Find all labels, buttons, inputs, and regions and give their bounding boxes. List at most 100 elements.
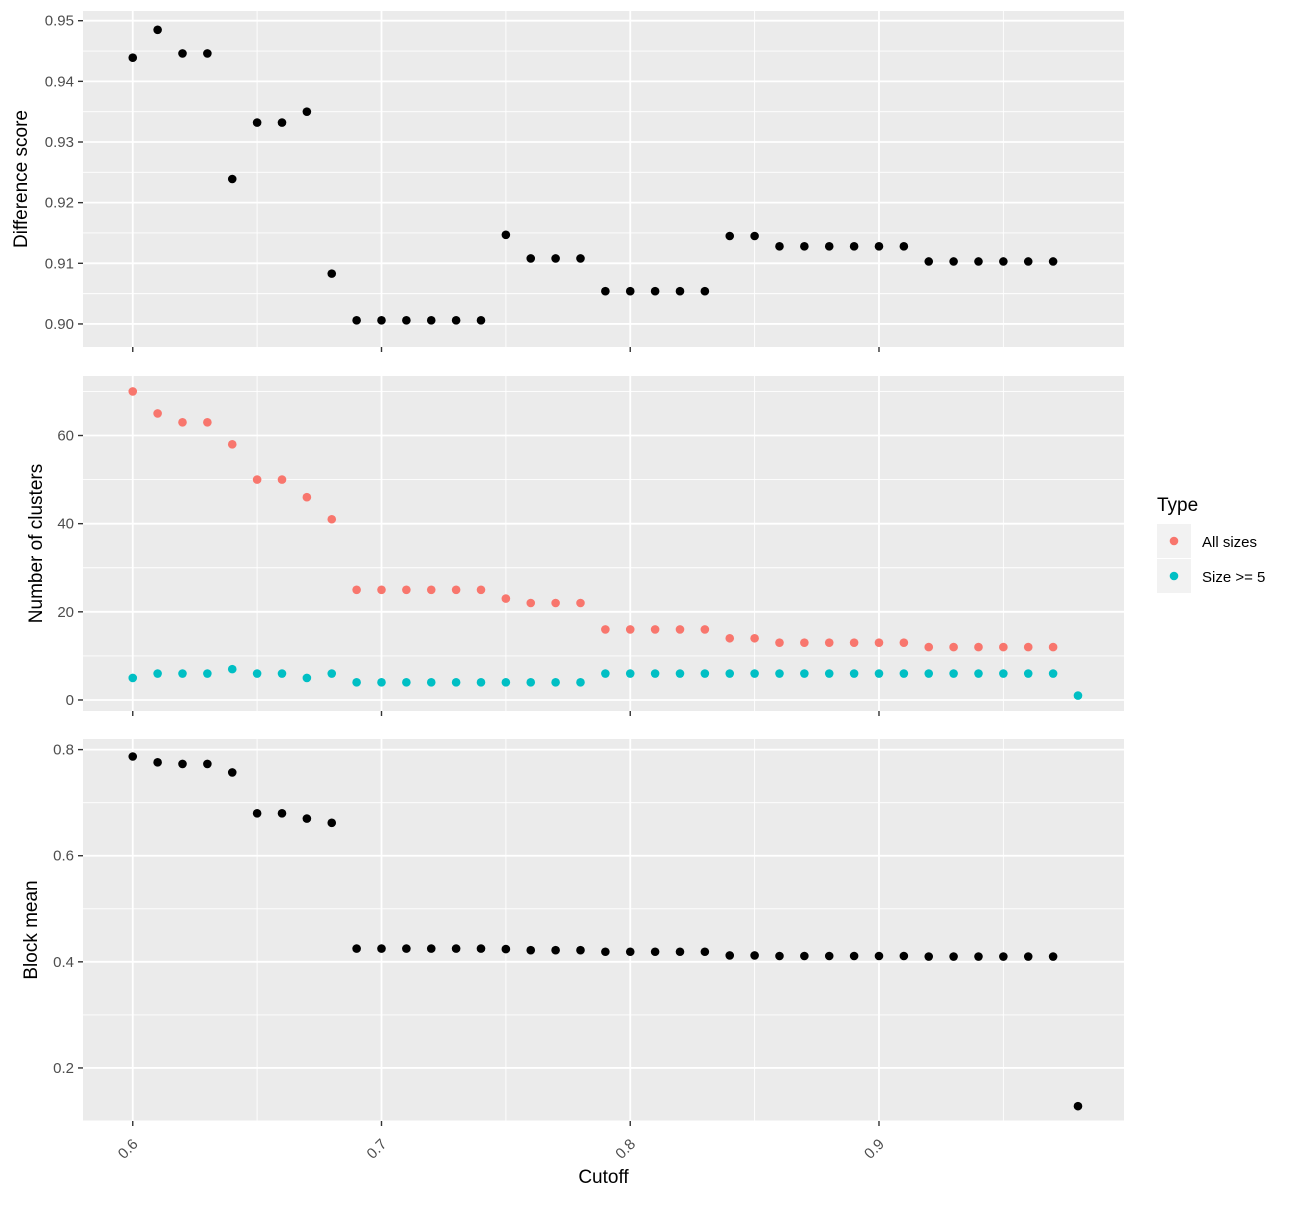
data-point (352, 316, 361, 325)
data-point (974, 952, 983, 961)
data-point (874, 669, 884, 678)
data-point (1073, 691, 1083, 700)
data-point (1073, 1101, 1083, 1111)
panel-3: 0.2 0.4 0.6 0.8 0.6 0.7 0.8 0.9 Block mean Cutoff (21, 739, 1124, 1188)
y-axis-title: Difference score (11, 110, 32, 248)
x-tick-label: 0.6 (115, 1136, 142, 1163)
y-tick-label: 20 (57, 604, 74, 621)
data-point (576, 254, 585, 263)
data-point (402, 585, 411, 595)
data-point (849, 669, 859, 678)
y-tick-label: 0.94 (45, 73, 74, 90)
data-point (601, 947, 610, 957)
data-point (999, 952, 1008, 961)
panel-2: 0 20 40 60 Number of clusters Type All sizes Si… (26, 376, 1265, 716)
data-point (1048, 257, 1058, 266)
data-point (352, 678, 361, 687)
data-point (302, 492, 312, 502)
y-axis-title: Block mean (21, 880, 42, 979)
data-point (203, 669, 212, 678)
data-point (824, 951, 834, 961)
data-point (874, 242, 884, 251)
data-point (750, 633, 759, 643)
series-size-5 (128, 664, 1083, 700)
data-point (153, 758, 162, 767)
data-point (1048, 642, 1058, 652)
y-tick-label: 0.2 (53, 1060, 74, 1077)
data-point (576, 678, 585, 687)
data-point (526, 598, 536, 608)
data-point (277, 669, 287, 678)
data-point (252, 475, 262, 484)
y-tick-label: 0.90 (45, 316, 74, 333)
data-point (576, 598, 585, 608)
data-point (426, 678, 436, 687)
data-point (849, 242, 859, 251)
data-point (277, 475, 287, 484)
data-point (899, 638, 909, 647)
data-point (999, 642, 1008, 652)
data-point (999, 257, 1008, 266)
legend-label: Size >= 5 (1202, 569, 1265, 586)
data-point (302, 107, 312, 116)
x-tick-label: 0.7 (364, 1136, 391, 1163)
data-point (601, 286, 610, 296)
data-point (501, 594, 511, 603)
data-point (824, 242, 834, 251)
data-point (899, 951, 909, 961)
y-tick-label: 40 (57, 516, 74, 533)
data-point (750, 231, 759, 241)
data-point (451, 316, 461, 325)
y-tick-label: 0.6 (53, 848, 74, 865)
data-point (899, 669, 909, 678)
data-point (476, 678, 486, 687)
data-point (601, 669, 610, 678)
legend: Type All sizes Size >= 5 (1157, 495, 1265, 593)
data-point (775, 951, 784, 961)
data-point (775, 669, 784, 678)
y-tick-label: 0.92 (45, 195, 74, 212)
data-point (402, 316, 411, 325)
data-point (999, 669, 1008, 678)
legend-key (1169, 571, 1179, 581)
data-point (700, 669, 710, 678)
data-point (128, 387, 138, 396)
data-point (924, 952, 934, 961)
y-tick-label: 0.8 (53, 742, 74, 759)
data-point (775, 242, 784, 251)
data-point (949, 642, 958, 652)
legend-label: All sizes (1202, 534, 1257, 551)
data-point (203, 759, 212, 769)
data-point (1023, 669, 1033, 678)
data-point (476, 944, 486, 953)
data-point (874, 638, 884, 647)
data-point (1048, 669, 1058, 678)
data-point (625, 669, 635, 678)
data-point (551, 254, 560, 263)
data-point (227, 440, 237, 449)
data-point (153, 669, 162, 678)
data-point (974, 642, 983, 652)
data-point (750, 669, 759, 678)
data-point (277, 118, 287, 127)
data-point (153, 25, 162, 35)
data-point (551, 945, 560, 955)
data-point (252, 118, 262, 127)
data-point (601, 625, 610, 634)
data-point (426, 944, 436, 953)
data-point (675, 947, 685, 957)
data-point (725, 633, 735, 643)
data-point (725, 231, 735, 241)
data-point (675, 669, 685, 678)
data-point (327, 514, 337, 524)
data-point (327, 669, 337, 678)
data-point (451, 944, 461, 953)
data-point (227, 174, 237, 184)
y-tick-label: 0.95 (45, 13, 74, 30)
x-tick-label: 0.8 (612, 1136, 639, 1163)
data-point (551, 598, 560, 608)
data-point (1048, 952, 1058, 961)
series-1 (128, 752, 1083, 1111)
data-point (849, 638, 859, 647)
